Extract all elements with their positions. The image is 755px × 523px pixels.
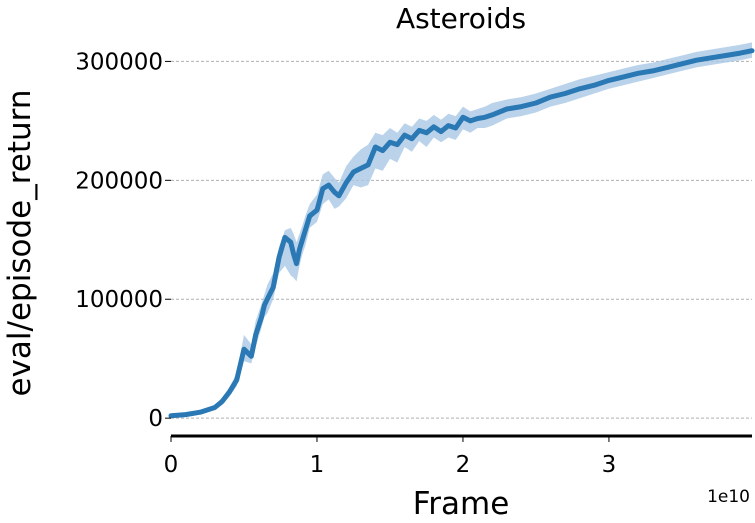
y-tick-label: 200000 [75,168,163,194]
x-axis-label: Frame [413,486,510,522]
confidence-band [171,42,752,418]
y-tick-label: 100000 [75,287,163,313]
x-tick-label: 0 [164,452,179,478]
x-tick-label: 1 [310,452,325,478]
y-tick-label: 300000 [75,49,163,75]
y-axis-label: eval/episode_return [2,90,38,397]
tick-labels: 0 100000 200000 300000 0 1 2 3 [75,49,616,478]
chart-title: Asteroids [396,2,526,35]
y-tick-label: 0 [148,406,163,432]
axes [165,60,752,442]
confidence-band-layer [171,42,752,418]
x-axis-offset-label: 1e10 [707,487,750,507]
series-line-layer [168,48,755,419]
x-tick-label: 2 [456,452,471,478]
x-tick-label: 3 [602,452,617,478]
series-line [168,48,755,419]
